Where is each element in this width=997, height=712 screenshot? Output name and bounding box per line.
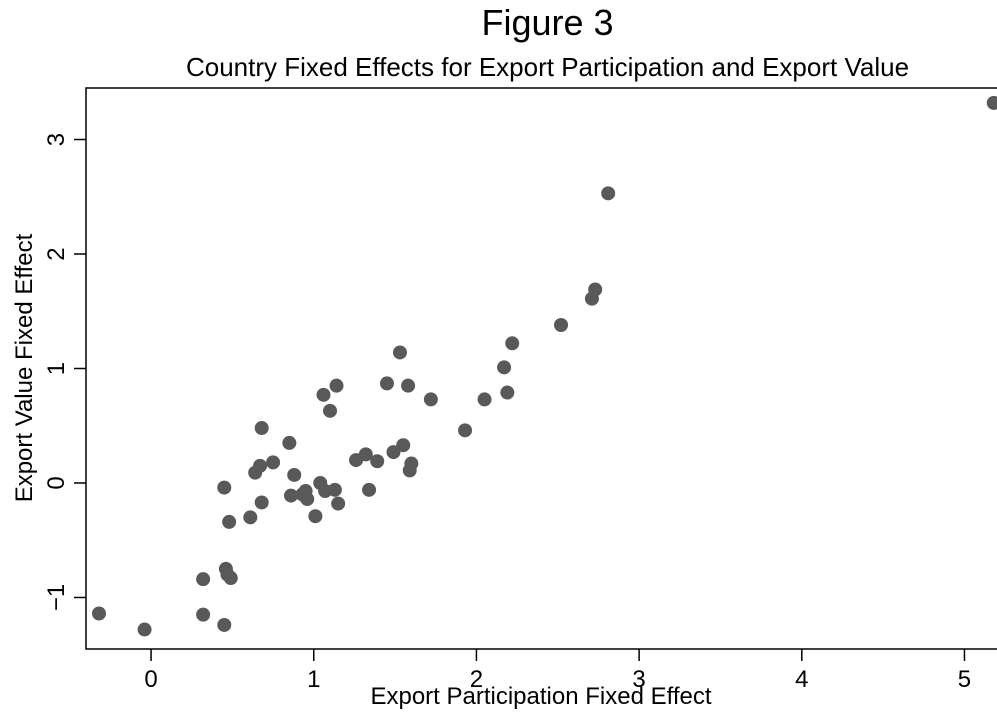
y-tick-label: −1 (43, 584, 70, 611)
data-point (282, 435, 297, 450)
data-point (386, 445, 401, 460)
y-axis: −1 0 1 2 3 (43, 133, 86, 611)
data-point (217, 617, 232, 632)
data-point (92, 606, 107, 621)
data-point (300, 492, 315, 507)
data-point (254, 421, 269, 436)
y-tick-label: 3 (43, 133, 70, 146)
data-point (223, 571, 238, 586)
data-point (500, 385, 515, 400)
y-axis-label: Export Value Fixed Effect (11, 233, 38, 502)
data-point (323, 403, 338, 418)
y-tick-label: 1 (43, 362, 70, 375)
figure-title: Figure 3 (481, 2, 614, 43)
data-point (554, 317, 569, 332)
data-point (243, 510, 258, 525)
data-point (370, 454, 385, 469)
x-tick-label: 0 (144, 666, 157, 693)
chart-title: Country Fixed Effects for Export Partici… (185, 52, 910, 82)
data-point (458, 423, 473, 438)
data-point (253, 458, 268, 473)
data-point (497, 360, 512, 375)
x-tick-label: 2 (470, 666, 483, 693)
data-point (331, 496, 346, 511)
data-point (358, 447, 373, 462)
data-points (92, 95, 997, 637)
data-point (986, 95, 997, 110)
data-point (217, 480, 232, 495)
x-tick-label: 1 (307, 666, 320, 693)
data-point (477, 392, 492, 407)
data-point (329, 378, 344, 393)
data-point (379, 376, 394, 391)
data-point (601, 186, 616, 201)
data-point (196, 607, 211, 622)
data-point (137, 622, 152, 637)
x-tick-label: 5 (958, 666, 971, 693)
data-point (423, 392, 438, 407)
data-point (588, 282, 603, 297)
data-point (283, 488, 298, 503)
data-point (505, 336, 520, 351)
data-point (266, 455, 281, 470)
x-tick-label: 3 (632, 666, 645, 693)
data-point (222, 514, 237, 529)
data-point (392, 345, 407, 360)
data-point (401, 378, 416, 393)
x-axis-label: Export Participation Fixed Effect (370, 683, 711, 710)
data-point (396, 438, 411, 453)
data-point (316, 387, 331, 402)
data-point (254, 495, 269, 510)
data-point (196, 572, 211, 587)
y-tick-label: 2 (43, 247, 70, 260)
x-axis: 0 1 2 3 4 5 (144, 649, 971, 693)
data-point (327, 482, 342, 497)
data-point (287, 467, 302, 482)
x-tick-label: 4 (795, 666, 808, 693)
data-point (362, 482, 377, 497)
data-point (308, 509, 323, 524)
data-point (404, 456, 419, 471)
y-tick-label: 0 (43, 476, 70, 489)
